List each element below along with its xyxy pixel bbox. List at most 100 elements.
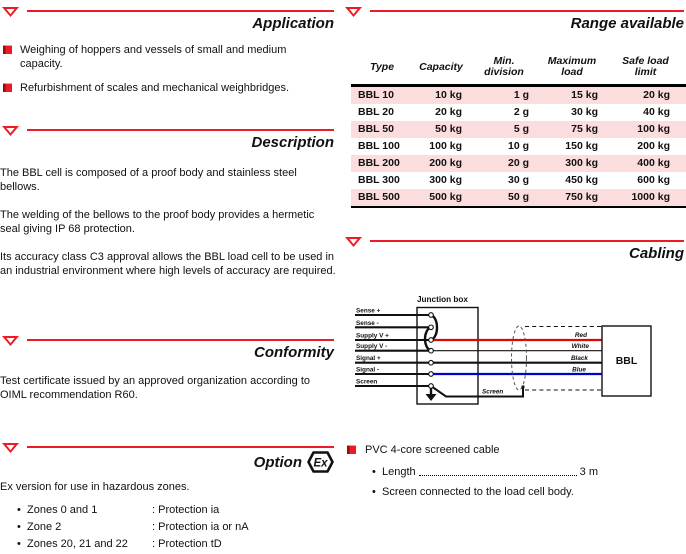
section-marker-icon <box>2 7 19 17</box>
svg-text:Signal -: Signal - <box>356 367 379 374</box>
zones-list: • Zones 0 and 1 : Protection ia • Zone 2… <box>17 501 337 552</box>
table-row: BBL 200 200 kg 20 g 300 kg 400 kg <box>351 154 686 172</box>
screen-tap-label: Screen <box>482 389 503 396</box>
zone-name: Zones 20, 21 and 22 <box>27 537 128 550</box>
zone-name: Zone 2 <box>27 520 62 533</box>
table-row: BBL 300 300 kg 30 g 450 kg 600 kg <box>358 174 670 186</box>
length-label: Length <box>382 466 416 478</box>
table-row: BBL 500 500 kg 50 g 750 kg 1000 kg <box>351 188 686 206</box>
svg-text:Sense -: Sense - <box>356 320 379 327</box>
section-header-option: Option Ex <box>0 443 337 473</box>
section-rule <box>27 446 334 448</box>
column-header-maximum-load: Maximum load <box>547 55 597 78</box>
zone-protection: : Protection tD <box>152 537 222 550</box>
cable-spec-heading: PVC 4-core screened cable <box>365 444 500 456</box>
cable-sheath-ellipse <box>511 325 527 391</box>
list-bullet: • <box>17 537 21 550</box>
range-table: Type Capacity Min. division Maximum load S… <box>351 50 686 208</box>
bbl-box <box>601 325 652 397</box>
book-bullet-icon <box>347 445 356 454</box>
conformity-title: Conformity <box>254 344 334 361</box>
cable-spec-heading-row: PVC 4-core screened cable <box>347 444 677 456</box>
junction-box <box>416 306 479 405</box>
cable-screen-row: • Screen connected to the load cell body… <box>372 486 672 499</box>
description-paragraph-3: Its accuracy class C3 approval allows th… <box>0 251 336 277</box>
application-title: Application <box>252 15 334 32</box>
column-header-min-division: Min. division <box>484 55 524 78</box>
zone-protection: : Protection ia or nA <box>152 520 249 533</box>
table-row: BBL 20 20 kg 2 g 30 kg 40 kg <box>358 106 670 118</box>
table-rule <box>351 205 686 208</box>
list-bullet: • <box>17 520 21 533</box>
section-rule <box>370 240 684 242</box>
description-paragraph-1: The BBL cell is composed of a proof body… <box>0 167 297 193</box>
zone-name: Zones 0 and 1 <box>27 503 98 516</box>
option-title: Option <box>253 453 302 471</box>
svg-text:White: White <box>572 343 590 350</box>
application-bullet-1: Weighing of hoppers and vessels of small… <box>3 44 323 71</box>
svg-text:Ex: Ex <box>313 458 328 470</box>
terminal-dots <box>428 312 434 389</box>
table-header-row: Type Capacity Min. division Maximum load S… <box>351 50 686 84</box>
svg-text:Screen: Screen <box>356 379 377 386</box>
range-title: Range available <box>570 15 684 32</box>
svg-text:Supply V -: Supply V - <box>356 343 387 350</box>
book-bullet-icon <box>3 83 12 92</box>
section-header-range: Range available <box>343 7 686 37</box>
junction-box-label: Junction box <box>417 295 468 304</box>
section-rule <box>27 129 334 131</box>
input-wires <box>355 313 431 388</box>
screen-junction-dot <box>521 385 525 389</box>
cable-length-row: • Length 3 m <box>372 466 598 479</box>
screen-note: Screen connected to the load cell body. <box>382 486 574 498</box>
cabling-diagram: Junction box Sense + Sense - Supply V + … <box>355 295 652 405</box>
svg-text:Black: Black <box>571 355 588 362</box>
bullet-text: Weighing of hoppers and vessels of small… <box>20 44 287 70</box>
conformity-paragraph: Test certificate issued by an approved o… <box>0 375 311 401</box>
bullet-text: Refurbishment of scales and mechanical w… <box>20 82 290 94</box>
zone-row: • Zone 2 : Protection ia or nA <box>17 518 337 535</box>
bbl-label: BBL <box>616 355 638 367</box>
zone-protection: : Protection ia <box>152 503 220 516</box>
dot-leader <box>418 475 577 476</box>
list-bullet: • <box>17 503 21 516</box>
section-marker-icon <box>2 443 19 453</box>
wire-labels: Sense + Sense - Supply V + Supply V - Si… <box>356 308 389 386</box>
svg-text:Blue: Blue <box>572 367 586 374</box>
section-rule <box>27 339 334 341</box>
cabling-title: Cabling <box>629 245 684 262</box>
section-marker-icon <box>345 237 362 247</box>
application-bullet-2: Refurbishment of scales and mechanical w… <box>3 82 323 96</box>
list-bullet: • <box>372 486 376 498</box>
wire-color-labels: Red White Black Blue <box>571 332 589 374</box>
list-bullet: • <box>372 466 376 478</box>
column-header-type: Type <box>369 60 395 73</box>
svg-text:Signal +: Signal + <box>356 355 381 362</box>
section-marker-icon <box>2 336 19 346</box>
section-header-conformity: Conformity <box>0 336 337 366</box>
option-intro: Ex version for use in hazardous zones. <box>0 481 190 493</box>
section-rule <box>370 10 684 12</box>
section-rule <box>27 10 334 12</box>
table-row: BBL 100 100 kg 10 g 150 kg 200 kg <box>358 140 670 152</box>
section-marker-icon <box>345 7 362 17</box>
section-header-application: Application <box>0 7 337 37</box>
right-column: Range available Type Capacity Min. divisi… <box>343 0 686 554</box>
svg-text:Sense +: Sense + <box>356 308 381 315</box>
book-bullet-icon <box>3 45 12 54</box>
table-rule <box>351 84 686 87</box>
column-header-capacity: Capacity <box>419 60 463 73</box>
zone-row: • Zones 20, 21 and 22 : Protection tD <box>17 535 337 552</box>
section-marker-icon <box>2 126 19 136</box>
svg-text:Red: Red <box>575 332 588 339</box>
length-value: 3 m <box>579 466 598 478</box>
section-header-cabling: Cabling <box>343 237 686 267</box>
zone-row: • Zones 0 and 1 : Protection ia <box>17 501 337 518</box>
svg-text:Supply V +: Supply V + <box>356 333 389 340</box>
table-row: BBL 10 10 kg 1 g 15 kg 20 kg <box>351 86 686 104</box>
table-row: BBL 50 50 kg 5 g 75 kg 100 kg <box>351 120 686 138</box>
screen-wire <box>430 385 524 398</box>
description-title: Description <box>251 134 334 151</box>
section-header-description: Description <box>0 126 337 156</box>
